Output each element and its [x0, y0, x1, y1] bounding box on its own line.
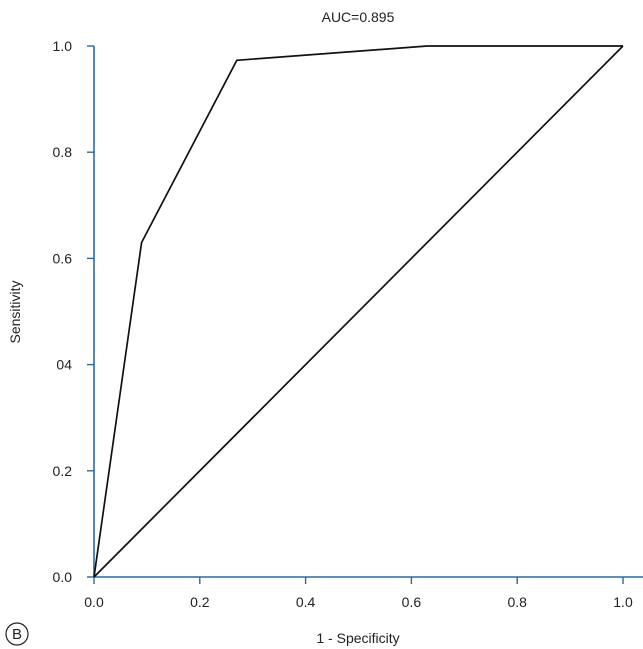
axes: [94, 46, 643, 577]
y-tick-label: 0.2: [53, 463, 73, 479]
series-layer: [94, 46, 623, 577]
x-tick-label: 0.8: [507, 594, 527, 610]
y-tick-label: 0.0: [53, 569, 73, 585]
y-tick-label: 1.0: [53, 38, 73, 54]
x-tick-label: 0.4: [296, 594, 316, 610]
x-tick-label: 1.0: [613, 594, 633, 610]
chart-title: AUC=0.895: [322, 9, 395, 25]
y-ticks: 0.0 0.2 04 0.6 0.8 1.0: [53, 38, 94, 585]
x-tick-label: 0.6: [402, 594, 422, 610]
x-tick-label: 0.0: [84, 594, 104, 610]
x-ticks: 0.0 0.2 0.4 0.6 0.8 1.0: [84, 577, 633, 610]
x-axis-title: 1 - Specificity: [316, 630, 399, 646]
y-tick-label: 04: [56, 357, 72, 373]
y-tick-label: 0.6: [53, 250, 73, 266]
panel-label: B: [6, 623, 28, 645]
y-axis-title: Sensitivity: [7, 280, 23, 343]
reference-diagonal: [94, 46, 623, 577]
x-tick-label: 0.2: [190, 594, 210, 610]
y-tick-label: 0.8: [53, 144, 73, 160]
panel-label-letter: B: [12, 626, 22, 643]
